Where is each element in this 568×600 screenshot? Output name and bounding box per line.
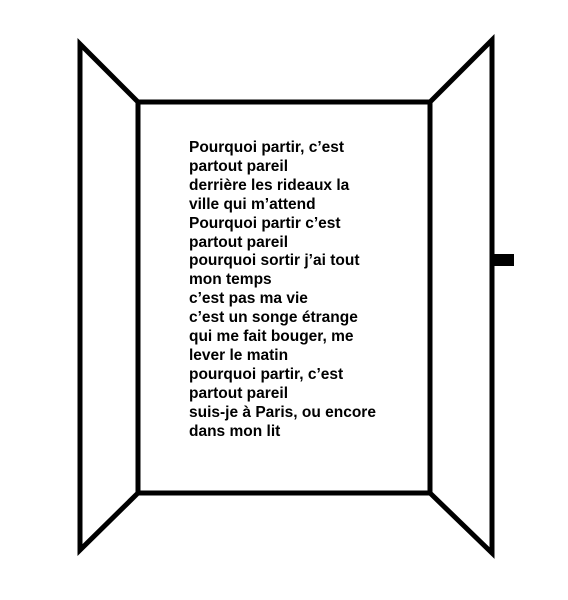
left-shutter	[77, 37, 141, 556]
poem-line: suis-je à Paris, ou encore	[189, 403, 376, 421]
poem-line: partout pareil	[189, 157, 289, 175]
poem-line: mon temps	[189, 271, 272, 289]
poem-line: partout pareil	[189, 233, 289, 251]
poem-text: Pourquoi partir, c’est partout pareil de…	[189, 139, 404, 442]
poem-line: c’est pas ma vie	[189, 290, 308, 308]
poem-line: Pourquoi partir, c’est	[189, 139, 345, 156]
poem-line: dans mon lit	[189, 422, 281, 440]
window-frame	[135, 99, 433, 496]
poem-line: pourquoi sortir j’ai tout	[189, 252, 360, 270]
poem-line: derrière les rideaux la	[189, 176, 350, 194]
poem-line: c’est un songe étrange	[189, 309, 358, 327]
shutter-handle	[492, 254, 514, 266]
poem-line: pourquoi partir, c’est	[189, 365, 344, 383]
poem-line: Pourquoi partir c’est	[189, 214, 341, 232]
poem-line: qui me fait bouger, me	[189, 328, 354, 346]
right-shutter	[427, 33, 495, 559]
poem-line: lever le matin	[189, 346, 289, 364]
poem-line: ville qui m’attend	[189, 195, 316, 213]
poem-line: partout pareil	[189, 384, 289, 402]
